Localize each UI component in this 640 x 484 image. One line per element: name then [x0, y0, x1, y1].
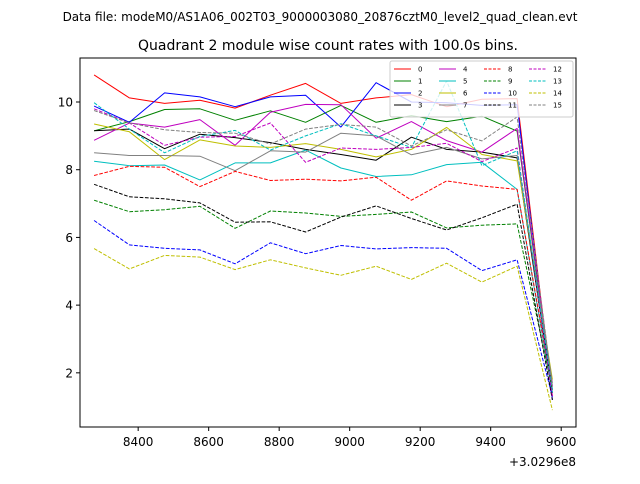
legend-label-14: 14 [553, 90, 562, 98]
x-tick-label: 8600 [193, 435, 224, 449]
plot-lines [93, 74, 553, 411]
suptitle: Data file: modeM0/AS1A06_002T03_90000030… [63, 10, 578, 24]
axes-frame [79, 57, 577, 428]
x-tick-label: 8400 [123, 435, 154, 449]
legend-label-7: 7 [463, 102, 467, 110]
x-axis-ticks: 8400 8600 8800 9000 9200 9400 9600 [123, 427, 577, 449]
series-line-15 [93, 110, 553, 387]
series-line-3 [94, 128, 553, 394]
chart-title: Quadrant 2 module wise count rates with … [138, 38, 518, 54]
legend-label-4: 4 [463, 66, 468, 74]
series-line-13 [93, 80, 553, 390]
x-tick-label: 8800 [264, 435, 295, 449]
y-tick-label: 2 [65, 366, 73, 380]
y-tick-label: 6 [65, 231, 73, 245]
series-line-12 [93, 108, 553, 397]
legend-label-12: 12 [553, 66, 562, 74]
legend-label-10: 10 [508, 90, 517, 98]
legend-label-1: 1 [418, 78, 422, 86]
y-tick-label: 10 [58, 96, 73, 110]
legend-label-0: 0 [418, 66, 422, 74]
x-offset-label: +3.0296e8 [509, 455, 576, 469]
legend-label-6: 6 [463, 90, 468, 98]
legend-label-9: 9 [508, 78, 512, 86]
series-line-0 [93, 74, 553, 397]
y-tick-label: 4 [65, 299, 73, 313]
series-line-7 [94, 132, 553, 384]
series-line-6 [93, 123, 553, 380]
series-line-8 [93, 165, 553, 390]
y-axis-ticks: 2 4 6 8 10 [58, 96, 80, 380]
y-tick-label: 8 [65, 163, 73, 177]
series-line-10 [93, 220, 553, 397]
legend-label-15: 15 [553, 102, 562, 110]
legend-box [389, 60, 574, 118]
series-line-5 [94, 149, 553, 394]
legend-label-3: 3 [418, 102, 422, 110]
series-line-11 [93, 183, 553, 400]
x-tick-label: 9400 [475, 435, 506, 449]
series-line-14 [93, 248, 553, 411]
legend-label-2: 2 [418, 90, 422, 98]
x-tick-label: 9000 [334, 435, 365, 449]
legend-label-13: 13 [553, 78, 562, 86]
series-line-9 [93, 199, 553, 390]
legend-label-11: 11 [508, 102, 517, 110]
x-tick-label: 9600 [546, 435, 577, 449]
legend-label-5: 5 [463, 78, 467, 86]
x-tick-label: 9200 [405, 435, 436, 449]
legend-label-8: 8 [508, 66, 512, 74]
